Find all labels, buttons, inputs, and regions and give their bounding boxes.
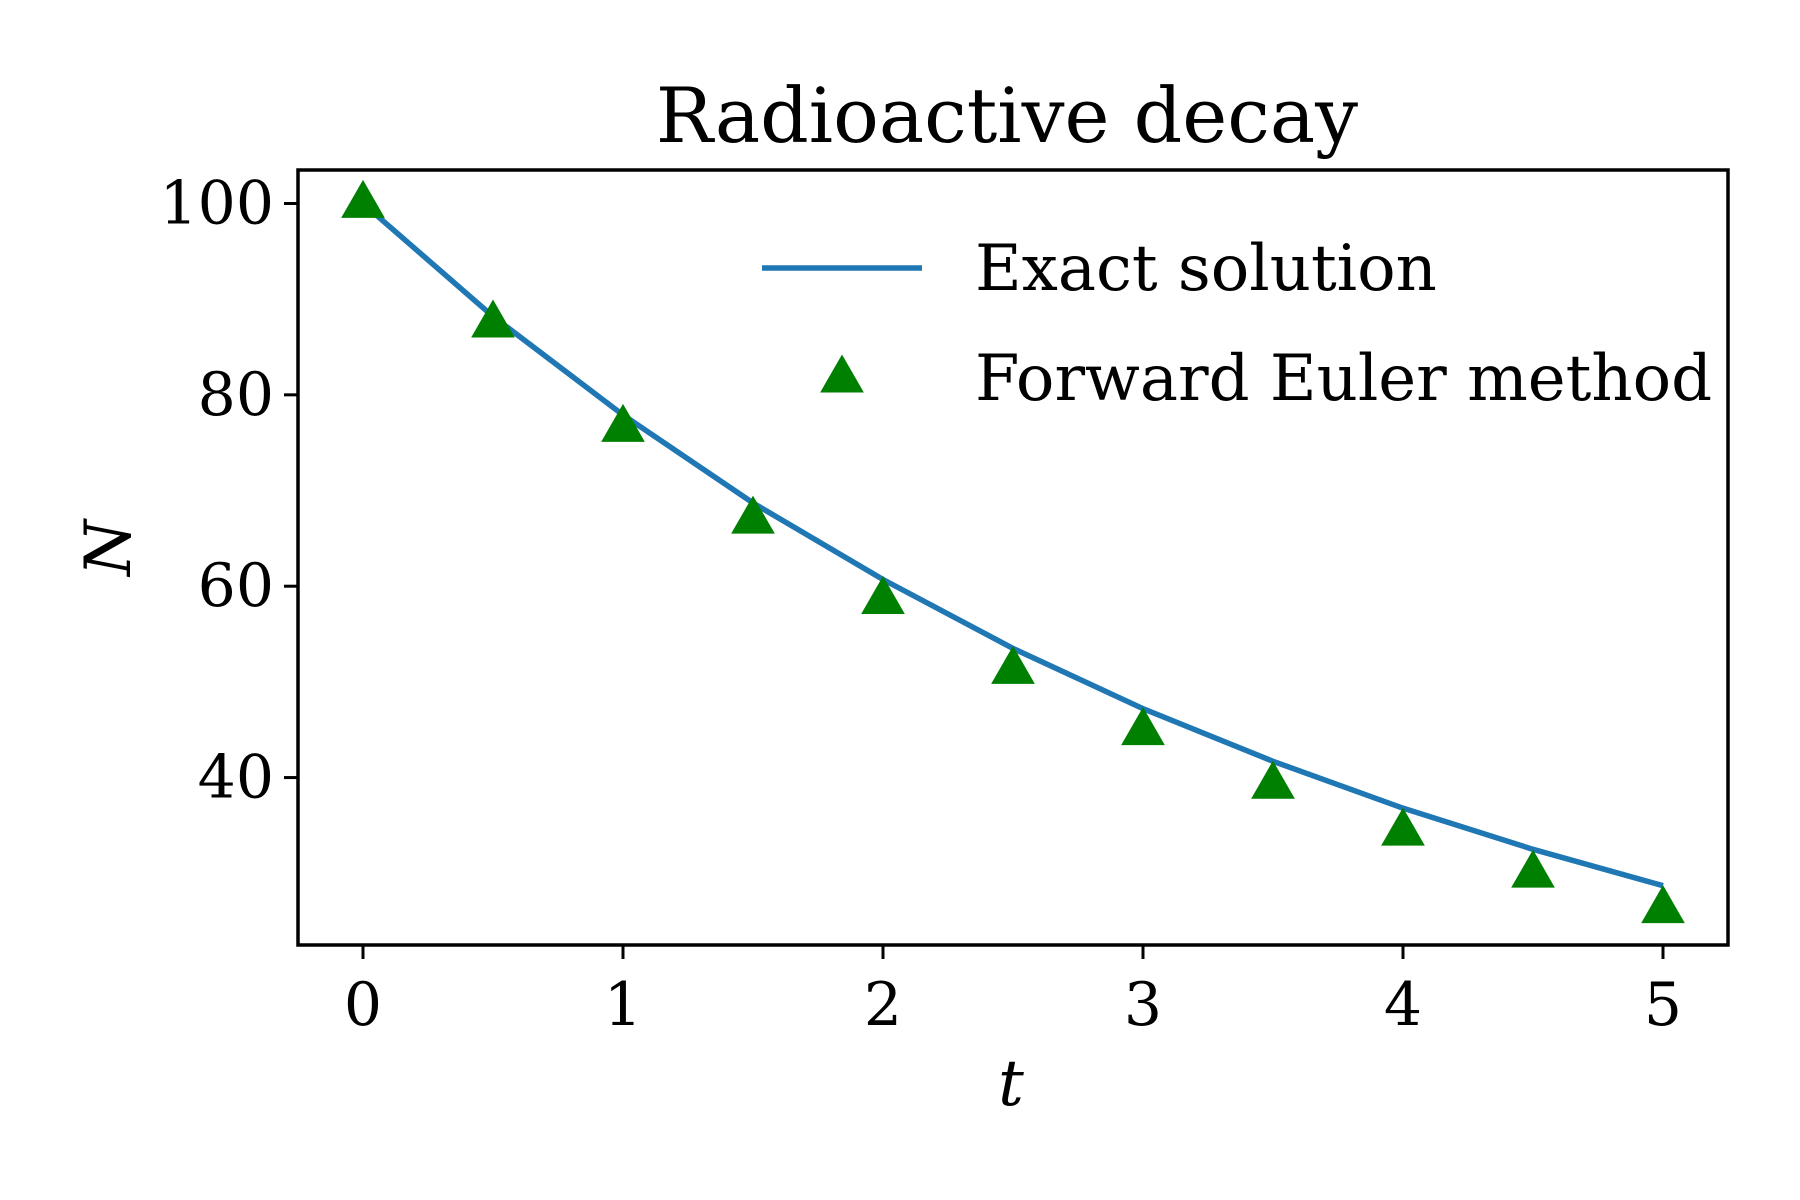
legend-label: Forward Euler method <box>975 342 1712 416</box>
euler-point <box>1511 849 1555 888</box>
x-tick-label: 3 <box>1124 970 1162 1040</box>
euler-point <box>471 299 515 338</box>
y-tick-label: 100 <box>159 168 274 238</box>
euler-point <box>1381 807 1425 846</box>
axes-frame <box>296 168 1730 947</box>
legend-marker-swatch <box>820 354 864 393</box>
euler-point <box>601 403 645 442</box>
euler-point <box>861 576 905 615</box>
chart-title: Radioactive decay <box>656 71 1358 160</box>
y-axis-label: N <box>72 518 146 578</box>
x-tick-label: 4 <box>1384 970 1422 1040</box>
x-tick-label: 2 <box>864 970 902 1040</box>
y-tick-label: 40 <box>198 743 274 813</box>
y-tick-label: 60 <box>198 551 274 621</box>
euler-point <box>341 179 385 218</box>
plot-area <box>341 179 1685 924</box>
x-tick-label: 5 <box>1644 970 1682 1040</box>
euler-point <box>1251 760 1295 799</box>
legend: Exact solution Forward Euler method <box>762 232 1712 416</box>
axis-ticks: 0 1 2 3 4 5 40 60 80 100 <box>159 168 1682 1040</box>
legend-label: Exact solution <box>975 232 1437 306</box>
euler-point <box>1121 707 1165 746</box>
y-tick-label: 80 <box>198 360 274 430</box>
euler-point <box>991 645 1035 684</box>
x-tick-label: 1 <box>604 970 642 1040</box>
euler-point <box>1641 885 1685 924</box>
euler-point <box>731 495 775 534</box>
x-tick-label: 0 <box>344 970 382 1040</box>
x-axis-label: t <box>998 1047 1024 1121</box>
